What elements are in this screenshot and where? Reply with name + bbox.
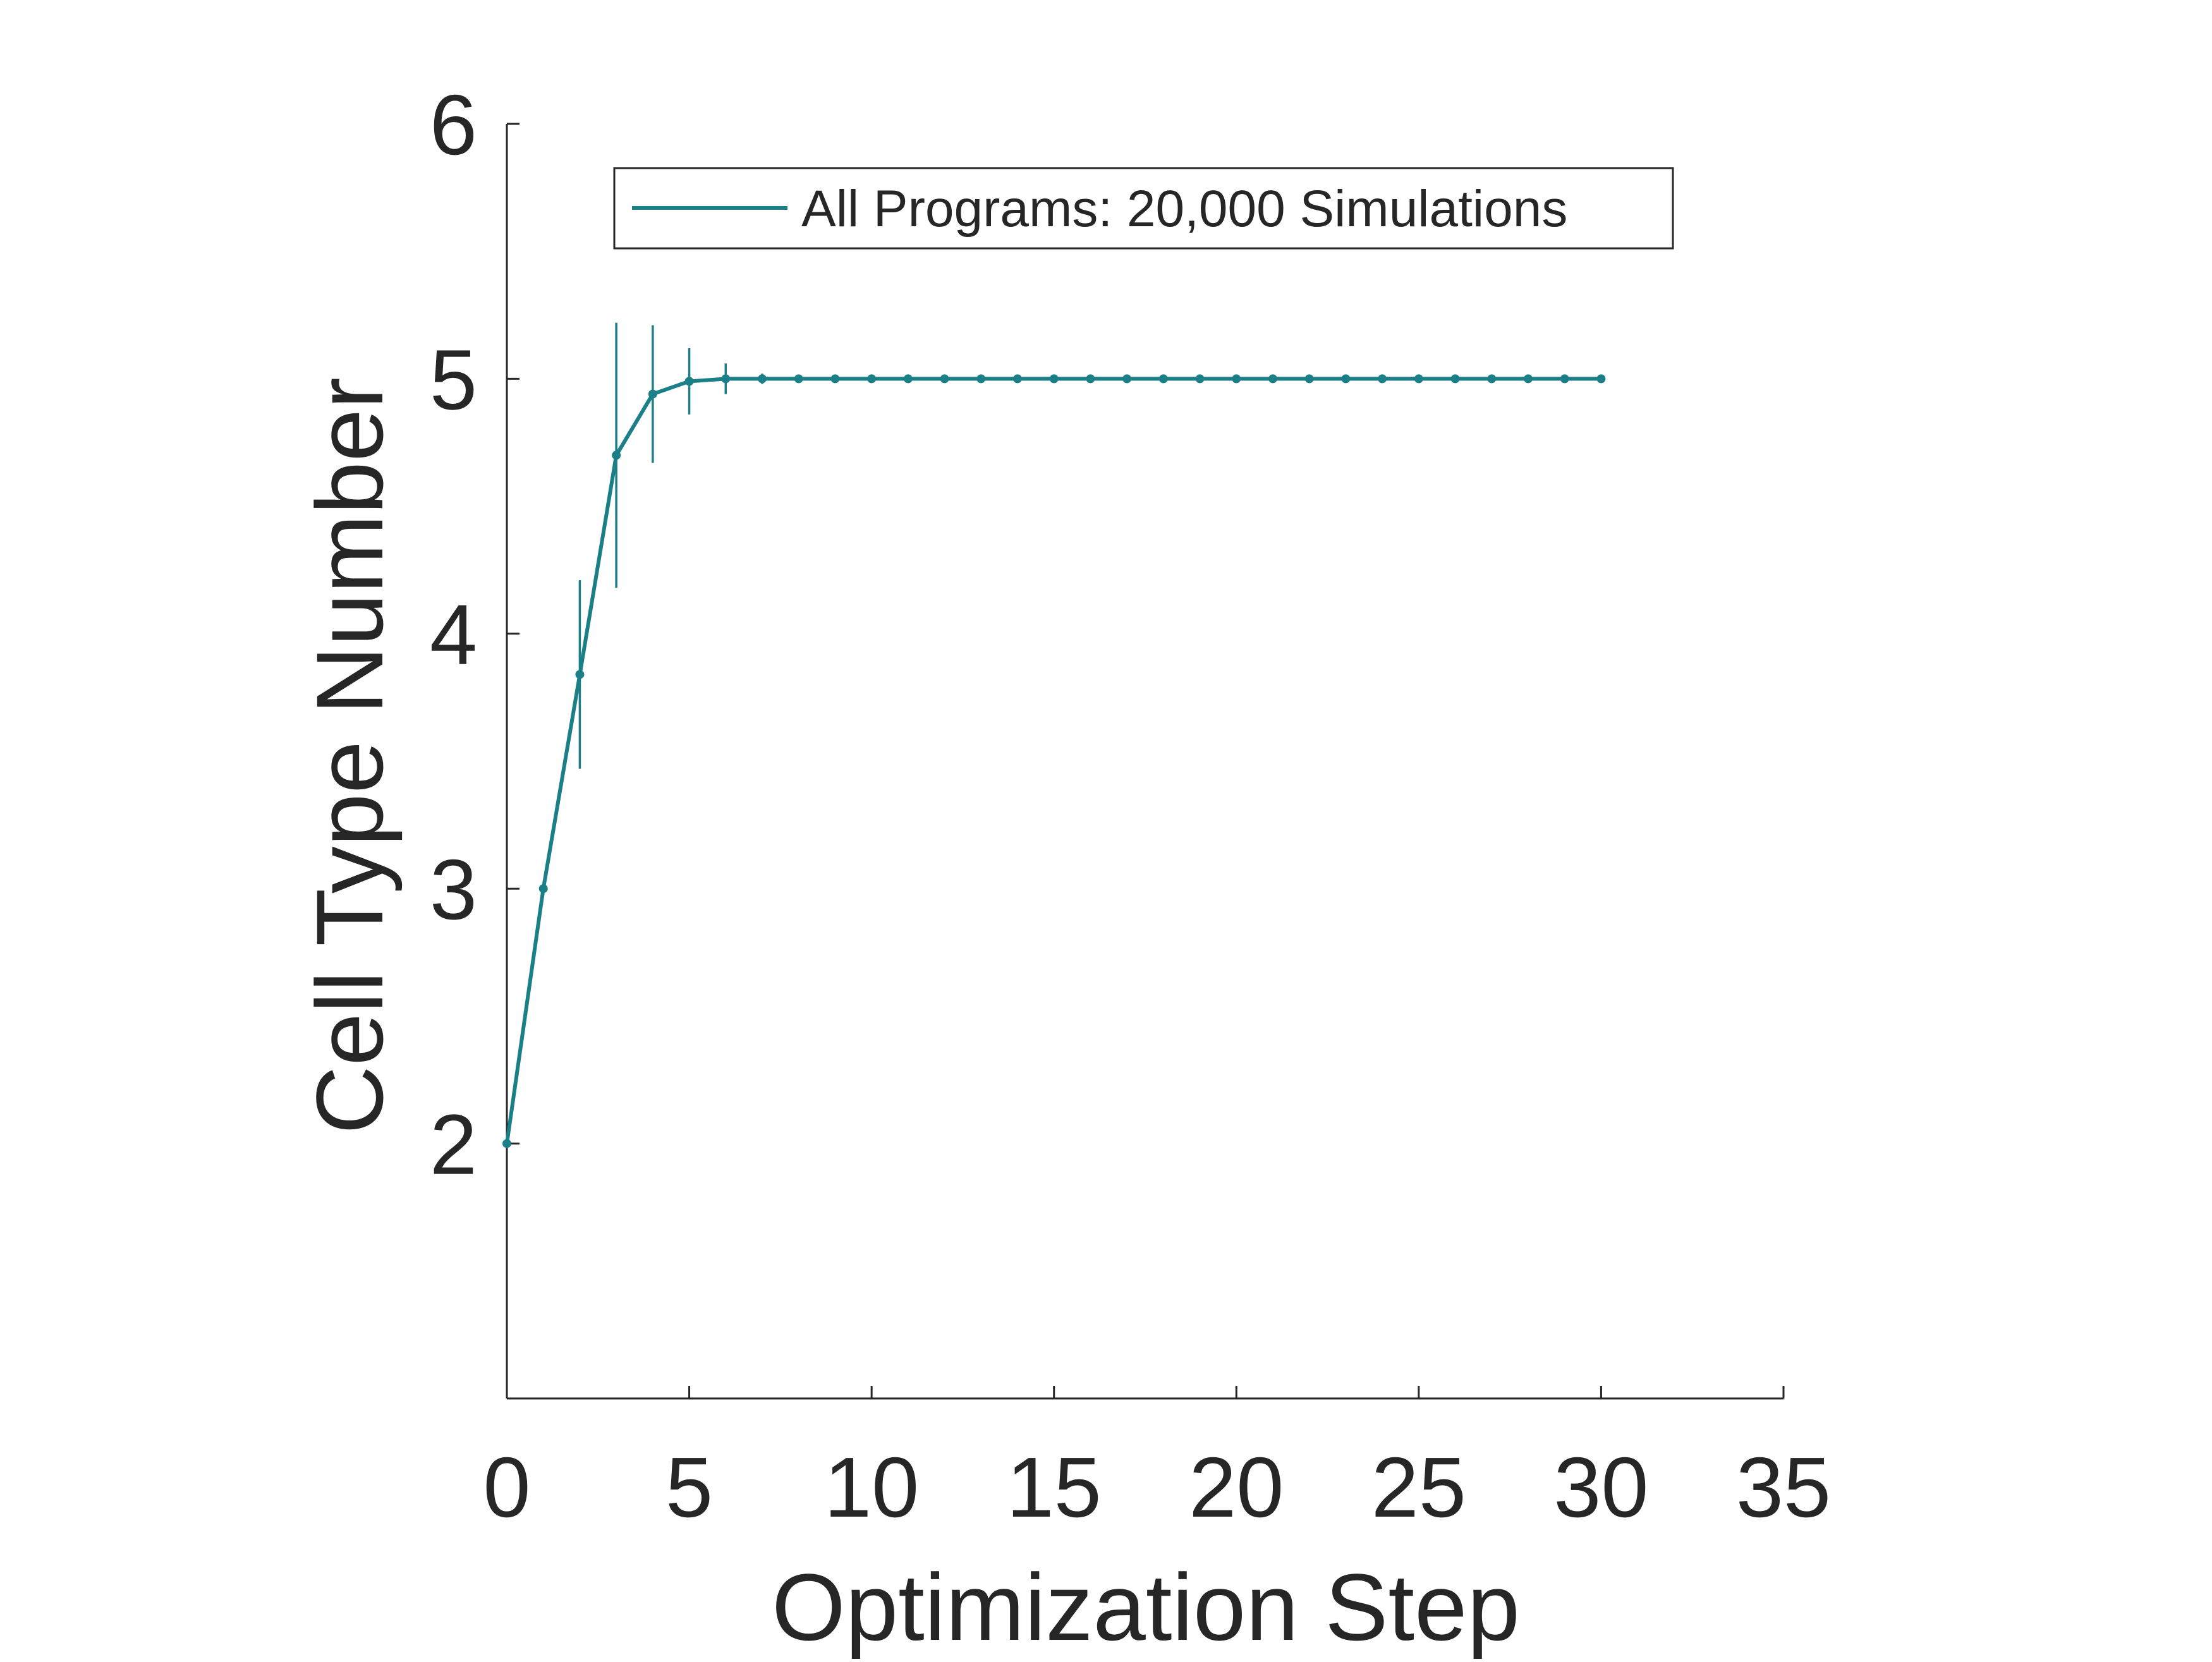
x-tick-label: 25 xyxy=(1371,1440,1466,1535)
data-point xyxy=(1268,374,1277,384)
data-point xyxy=(648,389,657,399)
data-point xyxy=(1596,374,1606,384)
data-point xyxy=(867,374,877,384)
data-point xyxy=(575,670,585,679)
data-point xyxy=(1195,374,1205,384)
y-tick-label: 6 xyxy=(430,77,477,173)
data-point xyxy=(502,1139,511,1148)
data-point xyxy=(1378,374,1387,384)
data-point xyxy=(1524,374,1533,384)
data-point xyxy=(612,451,621,460)
data-point xyxy=(758,374,767,384)
data-point xyxy=(1049,374,1059,384)
data-point xyxy=(976,374,986,384)
data-point xyxy=(1341,374,1351,384)
data-point xyxy=(721,374,731,384)
y-tick-label: 3 xyxy=(430,842,477,937)
series-layer xyxy=(502,374,1606,1148)
data-point xyxy=(538,884,548,894)
data-point xyxy=(903,374,913,384)
x-tick-label: 0 xyxy=(483,1440,530,1535)
y-tick-label: 2 xyxy=(430,1097,477,1192)
data-point xyxy=(684,377,694,386)
x-tick-label: 20 xyxy=(1189,1440,1284,1535)
x-tick-label: 35 xyxy=(1736,1440,1831,1535)
legend-label: All Programs: 20,000 Simulations xyxy=(801,180,1567,238)
x-tick-label: 30 xyxy=(1553,1440,1648,1535)
legend-box xyxy=(613,167,1674,250)
x-axis-label: Optimization Step xyxy=(772,1554,1520,1659)
data-point xyxy=(1232,374,1241,384)
data-point xyxy=(940,374,949,384)
x-tick-label: 15 xyxy=(1007,1440,1102,1535)
y-axis-label: Cell Type Number xyxy=(296,377,403,1134)
data-point xyxy=(1560,374,1569,384)
data-point xyxy=(1487,374,1497,384)
data-point xyxy=(1086,374,1095,384)
data-point xyxy=(794,374,803,384)
x-tick-label: 5 xyxy=(665,1440,713,1535)
y-tick-label: 4 xyxy=(430,587,477,682)
data-point xyxy=(1450,374,1460,384)
data-point xyxy=(1304,374,1314,384)
y-tick-label: 5 xyxy=(430,332,477,427)
data-point xyxy=(830,374,840,384)
data-point xyxy=(1414,374,1423,384)
x-tick-label: 10 xyxy=(824,1440,919,1535)
data-point xyxy=(1013,374,1022,384)
data-point xyxy=(1122,374,1132,384)
legend: All Programs: 20,000 Simulations xyxy=(613,167,1674,250)
axes: 0 5 10 15 20 25 30 35 2 3 4 5 6 xyxy=(430,77,1831,1535)
series-line xyxy=(505,377,1601,1144)
data-point xyxy=(1158,374,1168,384)
